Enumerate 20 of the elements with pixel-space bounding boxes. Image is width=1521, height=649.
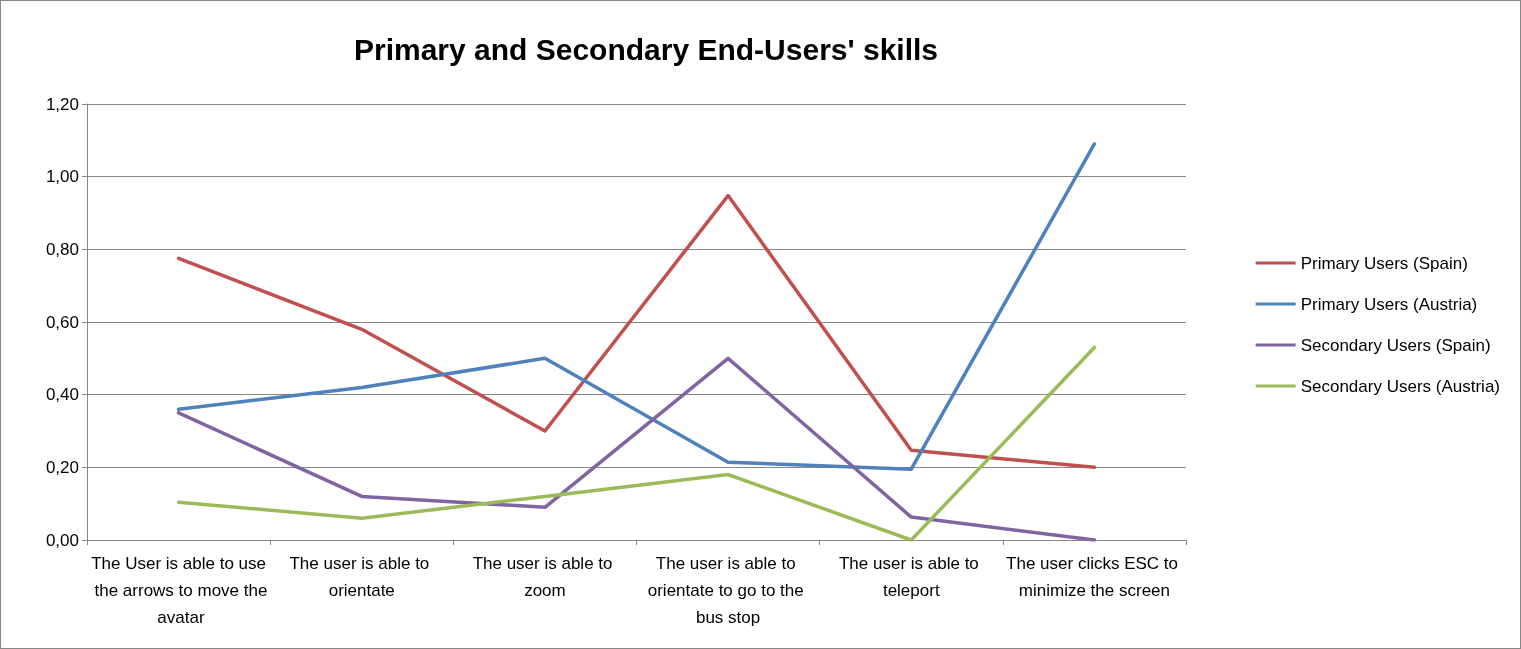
line-series — [176, 142, 1097, 471]
y-tick-label: 1,00 — [45, 167, 79, 187]
y-tick-label: 0,80 — [45, 239, 79, 259]
chart-title: Primary and Secondary End-Users' skills — [353, 32, 939, 66]
y-tick-label: 0,60 — [45, 312, 79, 332]
x-tick-label: The user is able to orientate — [289, 554, 435, 600]
legend-label: Secondary Users (Spain) — [1300, 335, 1491, 355]
y-tick-label: 0,40 — [45, 385, 79, 405]
legend-label: Primary Users (Austria) — [1300, 294, 1478, 314]
x-tick-label: The user is able to zoom — [472, 554, 618, 600]
legend-label: Secondary Users (Austria) — [1300, 376, 1500, 396]
y-tick-label: 0,00 — [45, 530, 79, 550]
y-tick-label: 0,20 — [45, 457, 79, 477]
legend-label: Primary Users (Spain) — [1300, 253, 1468, 273]
x-tick-label: The user is able to teleport — [838, 554, 984, 600]
x-tick-label: The user is able to orientate to go to the bus stop — [647, 554, 809, 627]
line-series — [176, 193, 1097, 470]
x-tick-label: The User is able to use the arrows to move the avatar — [89, 554, 268, 627]
y-tick-label: 1,20 — [45, 94, 79, 114]
x-tick-label: The user clicks ESC to minimize the screen — [1006, 554, 1183, 600]
